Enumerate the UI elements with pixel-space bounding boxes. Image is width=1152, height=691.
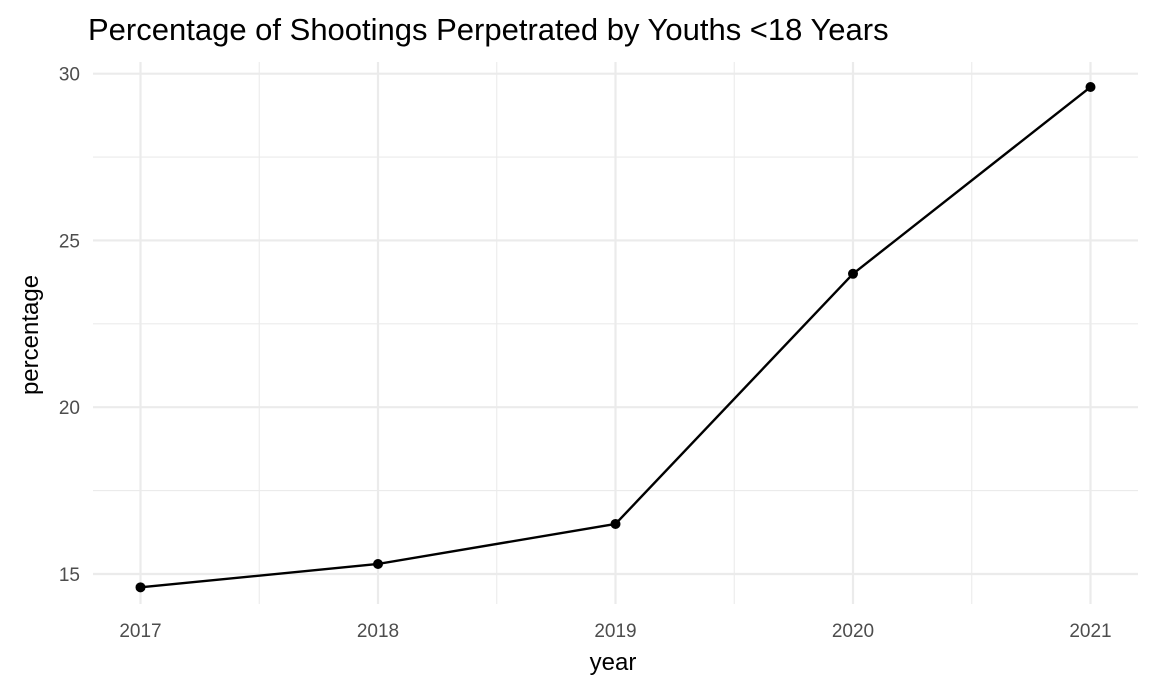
y-tick-label: 20 bbox=[59, 398, 80, 419]
y-axis-tick-labels: 15 20 25 30 bbox=[59, 65, 80, 586]
y-tick-label: 15 bbox=[59, 565, 80, 586]
y-tick-label: 30 bbox=[59, 65, 80, 86]
x-axis-title: year bbox=[590, 649, 637, 676]
series-points bbox=[135, 82, 1096, 593]
data-point bbox=[373, 558, 383, 569]
x-tick-label: 2017 bbox=[119, 621, 161, 642]
data-point bbox=[1085, 82, 1096, 93]
major-gridlines bbox=[93, 62, 1138, 604]
y-tick-label: 25 bbox=[59, 231, 80, 252]
x-tick-label: 2018 bbox=[357, 621, 399, 642]
x-axis-tick-labels: 2017 2018 2019 2020 2021 bbox=[119, 621, 1111, 642]
x-tick-label: 2021 bbox=[1069, 621, 1111, 642]
series-line-segment bbox=[377, 522, 616, 566]
series-line-segment bbox=[614, 272, 854, 525]
chart-title: Percentage of Shootings Perpetrated by Y… bbox=[88, 12, 889, 47]
series-line-segment bbox=[852, 86, 1092, 275]
y-axis-title: percentage bbox=[17, 275, 44, 395]
series-lines bbox=[140, 86, 1092, 589]
series-line-segment bbox=[140, 562, 379, 589]
data-point bbox=[610, 518, 621, 529]
x-tick-label: 2020 bbox=[832, 621, 874, 642]
data-point bbox=[848, 268, 858, 279]
x-tick-label: 2019 bbox=[594, 621, 636, 642]
data-point bbox=[135, 582, 146, 593]
